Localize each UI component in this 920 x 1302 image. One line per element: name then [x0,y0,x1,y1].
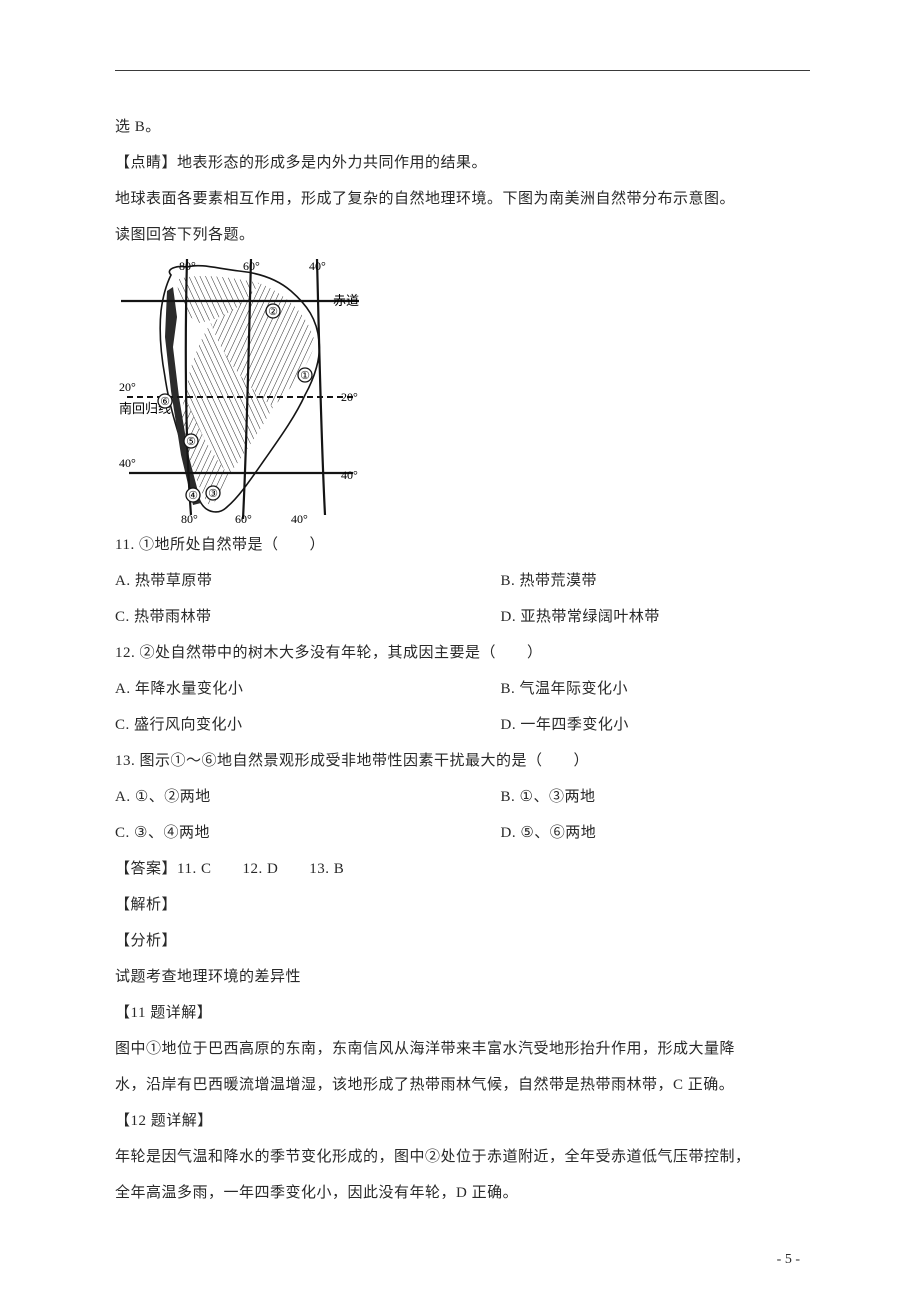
spot-2: ② [268,306,278,318]
q11-row2: C. 热带雨林带 D. 亚热带常绿阔叶林带 [115,599,810,635]
prev-answer: 选 B。 [115,109,810,145]
q13-a: A. ①、②两地 [115,779,463,815]
lon-80-top: 80° [179,259,196,273]
q11-b: B. 热带荒漠带 [463,563,811,599]
lon-40-top: 40° [309,259,326,273]
q13-row1: A. ①、②两地 B. ①、③两地 [115,779,810,815]
q13-stem: 13. 图示①～⑥地自然景观形成受非地带性因素干扰最大的是（ ） [115,743,810,779]
dianjing: 【点睛】地表形态的形成多是内外力共同作用的结果。 [115,145,810,181]
q13-b: B. ①、③两地 [463,779,811,815]
spot-4: ④ [188,490,198,502]
spot-6: ⑥ [160,396,170,408]
q11-a: A. 热带草原带 [115,563,463,599]
lon-60-top: 60° [243,259,260,273]
q12-b: B. 气温年际变化小 [463,671,811,707]
spot-3: ③ [208,488,218,500]
q12-a: A. 年降水量变化小 [115,671,463,707]
header-rule [115,70,810,71]
q12-c: C. 盛行风向变化小 [115,707,463,743]
answer-line: 【答案】11. C 12. D 13. B [115,851,810,887]
q12-d: D. 一年四季变化小 [463,707,811,743]
fenxi-label: 【分析】 [115,923,810,959]
lat-40-left: 40° [119,456,136,470]
q12-row2: C. 盛行风向变化小 D. 一年四季变化小 [115,707,810,743]
equator-label: 赤道 [333,293,359,308]
q11-stem: 11. ①地所处自然带是（ ） [115,527,810,563]
q12-row1: A. 年降水量变化小 B. 气温年际变化小 [115,671,810,707]
spot-1: ① [300,370,310,382]
q13-d: D. ⑤、⑥两地 [463,815,811,851]
exp11-body2: 水，沿岸有巴西暖流增温增湿，该地形成了热带雨林气候，自然带是热带雨林带，C 正确… [115,1067,810,1103]
intro-2: 读图回答下列各题。 [115,217,810,253]
lat-20-left: 20° [119,380,136,394]
lat-40-right: 40° [341,468,358,482]
exp11-body1: 图中①地位于巴西高原的东南，东南信风从海洋带来丰富水汽受地形抬升作用，形成大量降 [115,1031,810,1067]
q11-row1: A. 热带草原带 B. 热带荒漠带 [115,563,810,599]
lat-20-right: 20° [341,390,358,404]
spot-5: ⑤ [186,436,196,448]
exp12-head: 【12 题详解】 [115,1103,810,1139]
q11-c: C. 热带雨林带 [115,599,463,635]
exp12-body1: 年轮是因气温和降水的季节变化形成的，图中②处位于赤道附近，全年受赤道低气压带控制… [115,1139,810,1175]
fenxi-body: 试题考查地理环境的差异性 [115,959,810,995]
south-america-map: 80° 60° 40° 80° 60° 40° 赤道 20° 20° 南回归线 … [119,257,810,525]
lon-80-bot: 80° [181,512,198,525]
lon-60-bot: 60° [235,512,252,525]
q13-c: C. ③、④两地 [115,815,463,851]
exp12-body2: 全年高温多雨，一年四季变化小，因此没有年轮，D 正确。 [115,1175,810,1211]
q13-row2: C. ③、④两地 D. ⑤、⑥两地 [115,815,810,851]
jiexi-label: 【解析】 [115,887,810,923]
q12-stem: 12. ②处自然带中的树木大多没有年轮，其成因主要是（ ） [115,635,810,671]
q11-d: D. 亚热带常绿阔叶林带 [463,599,811,635]
page-number: - 5 - [777,1252,800,1268]
lon-40-bot: 40° [291,512,308,525]
page: 选 B。 【点睛】地表形态的形成多是内外力共同作用的结果。 地球表面各要素相互作… [0,0,920,1302]
map-svg: 80° 60° 40° 80° 60° 40° 赤道 20° 20° 南回归线 … [119,257,367,525]
exp11-head: 【11 题详解】 [115,995,810,1031]
intro-1: 地球表面各要素相互作用，形成了复杂的自然地理环境。下图为南美洲自然带分布示意图。 [115,181,810,217]
